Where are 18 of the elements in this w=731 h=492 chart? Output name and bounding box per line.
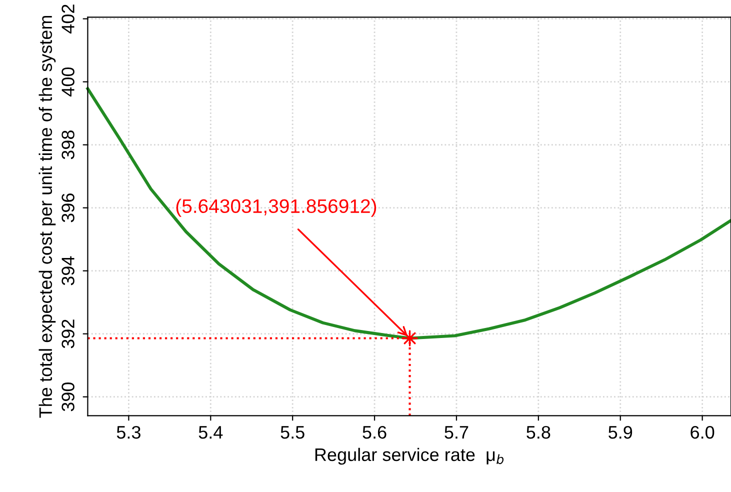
x-axis-title: Regular service rate μ$_{b}$: [315, 448, 504, 465]
y-tick-label: 402: [62, 4, 74, 34]
y-tick-label: 390: [62, 382, 74, 412]
y-tick-label: 396: [62, 194, 74, 222]
y-tick-label: 392: [62, 320, 74, 348]
y-tick-label: 398: [62, 130, 74, 160]
x-tick-label: 5.3: [116, 426, 140, 439]
x-tick-label: 6.0: [690, 426, 714, 439]
y-tick-label: 394: [62, 256, 74, 286]
y-axis-title: The total expected cost per unit time of the system: [38, 16, 56, 418]
x-tick-label: 5.7: [444, 426, 468, 439]
x-tick-label: 5.8: [526, 426, 550, 439]
x-tick-label: 5.5: [280, 426, 304, 439]
annotation: (5.643031,391.856912): [176, 198, 376, 217]
y-tick-label: 400: [62, 67, 74, 96]
x-tick-label: 5.6: [362, 426, 386, 439]
x-tick-label: 5.4: [198, 426, 223, 439]
x-tick-label: 5.9: [608, 426, 632, 439]
